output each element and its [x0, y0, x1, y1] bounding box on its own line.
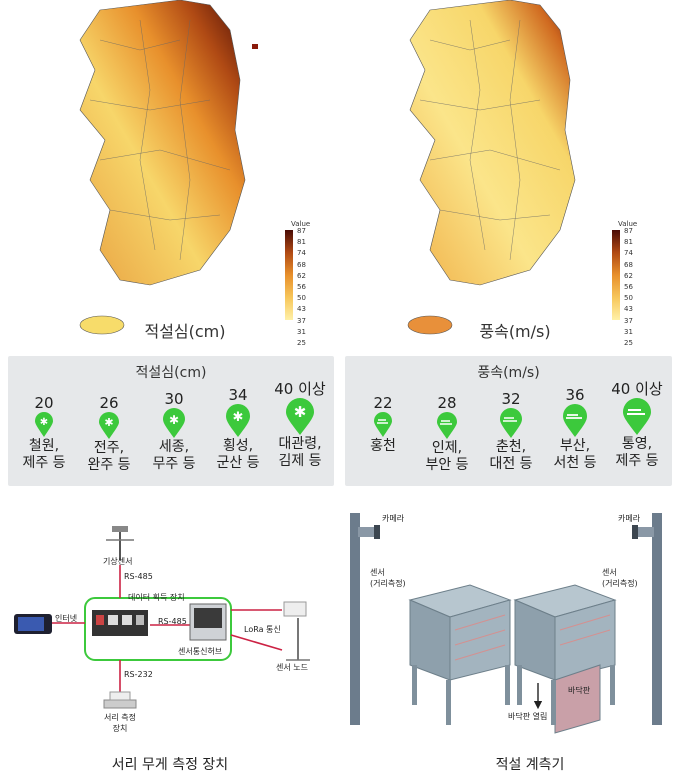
gauge-box-right-icon — [513, 584, 617, 734]
floor-plate-label: 바닥판 — [568, 686, 591, 695]
snow-panel-title: 적설심(cm) — [135, 365, 207, 381]
legend-colorbar — [285, 230, 293, 320]
rs232-label: RS-232 — [124, 670, 153, 679]
wind-item: 40 이상 통영, 제주 등 — [611, 380, 663, 469]
wind-map-legend: Value 87 81 74 68 62 56 50 43 37 31 25 — [612, 220, 652, 347]
wind-panel-title: 풍속(m/s) — [477, 365, 540, 381]
snow-map-legend: Value 87 81 74 68 62 56 50 43 37 31 25 — [285, 220, 325, 347]
lora-node-icon — [283, 601, 310, 661]
snow-gauge-diagram: 카메라 카메라 센서 (거리측정) 센서 (거리측정) 바닥판 열림 바닥판 — [340, 505, 680, 750]
snow-item: 20 ✱ 철원, 제주 등 — [22, 394, 66, 471]
wind-pin-icon — [437, 412, 457, 439]
wind-speed-map — [390, 0, 590, 340]
snow-depth-panel: 적설심(cm) 20 ✱ 철원, 제주 등 26 ✱ 전주, 완주 등 30 ✱… — [8, 356, 334, 486]
frost-device-diagram: 기상센서 RS-485 데이터 획득 장치 인터넷 RS-485 센서통신허브 … — [0, 510, 340, 750]
legend-title: Value — [618, 220, 638, 228]
wind-item: 32 춘천, 대전 등 — [489, 390, 533, 472]
snow-item: 26 ✱ 전주, 완주 등 — [87, 394, 131, 473]
internet-label: 인터넷 — [55, 614, 78, 623]
snow-item: 34 ✱ 횡성, 군산 등 — [216, 386, 260, 471]
wind-pin-icon — [374, 412, 392, 437]
snow-item: 30 ✱ 세종, 무주 등 — [152, 390, 196, 472]
camera-left-label: 카메라 — [382, 514, 405, 523]
diagram-connectors — [14, 526, 310, 709]
gauge-box-left-icon — [408, 584, 512, 725]
sensor-hub-label: 센서통신허브 — [178, 647, 223, 656]
weather-sensor-icon — [106, 526, 134, 560]
snow-map-title: 적설심(cm) — [144, 322, 226, 341]
legend-colorbar — [612, 230, 620, 320]
tablet-icon — [14, 614, 52, 634]
svg-text:✱: ✱ — [294, 403, 307, 421]
legend-title: Value — [291, 220, 311, 228]
lora-label: LoRa 통신 — [244, 625, 281, 634]
camera-pole-left-icon — [350, 513, 380, 725]
camera-right-label: 카메라 — [618, 514, 641, 523]
camera-pole-right-icon — [632, 513, 662, 725]
legend-ticks: 87 81 74 68 62 56 50 43 37 31 25 — [624, 227, 633, 348]
svg-text:✱: ✱ — [40, 417, 48, 428]
svg-text:✱: ✱ — [104, 416, 113, 429]
snowflake-pin-icon: ✱ — [99, 412, 119, 439]
data-logger-icon — [92, 610, 148, 636]
frost-device-caption: 서리 무게 측정 장치 — [111, 757, 229, 773]
snowflake-pin-icon: ✱ — [35, 412, 53, 437]
snowflake-pin-icon: ✱ — [163, 408, 185, 438]
snow-gauge-caption: 적설 계측기 — [495, 757, 565, 773]
wind-item: 36 부산, 서천 등 — [553, 386, 597, 471]
snowflake-pin-icon: ✱ — [286, 398, 314, 435]
sensor-right-label: 센서 (거리측정) — [602, 568, 638, 588]
snow-gauge-illustration — [350, 513, 662, 734]
wind-item: 22 홍천 — [370, 394, 396, 454]
wind-map-title: 풍속(m/s) — [479, 322, 551, 341]
sensor-hub-icon — [189, 603, 227, 641]
snowflake-pin-icon: ✱ — [226, 404, 250, 437]
korea-map-wind — [407, 0, 576, 335]
sensor-left-label: 센서 (거리측정) — [370, 568, 406, 588]
rs485-horizontal-label: RS-485 — [158, 617, 187, 626]
snow-item: 40 이상 ✱ 대관령, 김제 등 — [274, 380, 326, 469]
svg-text:✱: ✱ — [233, 410, 244, 425]
wind-item: 28 인제, 부안 등 — [425, 394, 469, 473]
snow-depth-map — [60, 0, 260, 340]
wind-pin-icon — [623, 398, 651, 435]
wind-pin-icon — [563, 404, 587, 437]
weather-sensor-label: 기상센서 — [103, 557, 133, 566]
floor-open-label: 바닥판 열림 — [508, 712, 548, 721]
frost-device-label: 서리 측정 장치 — [104, 713, 136, 733]
svg-text:✱: ✱ — [169, 413, 179, 427]
legend-ticks: 87 81 74 68 62 56 50 43 37 31 25 — [297, 227, 306, 348]
frost-scale-icon — [103, 691, 137, 709]
rs485-vertical-label: RS-485 — [124, 572, 153, 581]
korea-map-snow — [79, 0, 258, 335]
wind-pin-icon — [500, 408, 522, 438]
data-acquisition-label: 데이터 획득 장치 — [128, 593, 185, 602]
sensor-node-label: 센서 노드 — [276, 663, 308, 672]
wind-speed-panel: 풍속(m/s) 22 홍천 28 인제, 부안 등 32 춘천, 대전 등 36… — [345, 356, 672, 486]
